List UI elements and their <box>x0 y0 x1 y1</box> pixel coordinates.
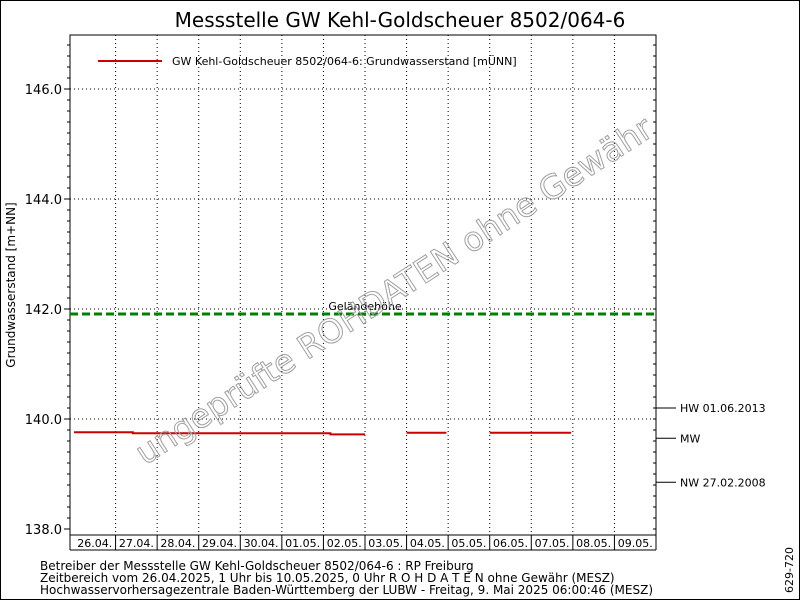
x-tick-label: 09.05. <box>618 537 653 550</box>
legend-entry: GW Kehl-Goldscheuer 8502/064-6: Grundwas… <box>172 55 517 68</box>
x-tick-label: 30.04. <box>244 537 279 550</box>
chart-title: Messstelle GW Kehl-Goldscheuer 8502/064-… <box>175 8 626 32</box>
side-marker-label: HW 01.06.2013 <box>680 402 766 415</box>
x-tick-label: 06.05. <box>493 537 528 550</box>
x-axis-date-labels: 26.04. 27.04. 28.04. 29.04. 30.04. 01.05. 02.0… <box>69 535 657 551</box>
x-tick-label: 07.05. <box>535 537 570 550</box>
y-tick-label: 146.0 <box>25 83 62 98</box>
footer-code: 629-720 <box>783 547 796 593</box>
footer-time-range: Zeitbereich vom 26.04.2025, 1 Uhr bis 10… <box>40 571 615 585</box>
y-axis-ticks: 138.0 140.0 142.0 144.0 146.0 <box>25 83 70 538</box>
side-markers: HW 01.06.2013 MW NW 27.02.2008 <box>656 402 766 489</box>
y-axis-label: Grundwasserstand [m+NN] <box>4 202 18 367</box>
minor-ticks <box>67 44 656 530</box>
series-line <box>74 431 365 436</box>
footer: Betreiber der Messstelle GW Kehl-Goldsch… <box>40 547 796 597</box>
x-tick-label: 02.05. <box>327 537 362 550</box>
reference-line-label: Geländehöhe <box>328 300 401 313</box>
side-marker-label: MW <box>680 432 700 445</box>
x-tick-label: 04.05. <box>410 537 445 550</box>
x-tick-label: 01.05. <box>285 537 320 550</box>
y-tick-label: 138.0 <box>25 523 62 538</box>
legend: GW Kehl-Goldscheuer 8502/064-6: Grundwas… <box>98 55 517 68</box>
x-tick-label: 27.04. <box>119 537 154 550</box>
x-tick-label: 29.04. <box>202 537 237 550</box>
x-tick-label: 03.05. <box>368 537 403 550</box>
x-tick-label: 05.05. <box>451 537 486 550</box>
reference-lines: Geländehöhe <box>70 300 656 316</box>
plot-area <box>69 34 657 536</box>
vertical-gridlines <box>115 35 615 535</box>
footer-publisher: Hochwasservorhersagezentrale Baden-Württ… <box>40 583 653 597</box>
side-marker-label: NW 27.02.2008 <box>680 476 766 489</box>
x-tick-label: 26.04. <box>77 537 112 550</box>
x-tick-label: 08.05. <box>576 537 611 550</box>
footer-operator: Betreiber der Messstelle GW Kehl-Goldsch… <box>40 559 474 573</box>
horizontal-gridlines <box>70 88 656 420</box>
y-tick-label: 144.0 <box>25 193 62 208</box>
watermark: ungeprüfte ROHDATEN ohne Gewähr <box>128 108 660 472</box>
x-tick-label: 28.04. <box>160 537 195 550</box>
y-tick-label: 142.0 <box>25 303 62 318</box>
series-layer <box>74 431 572 436</box>
y-tick-label: 140.0 <box>25 413 62 428</box>
